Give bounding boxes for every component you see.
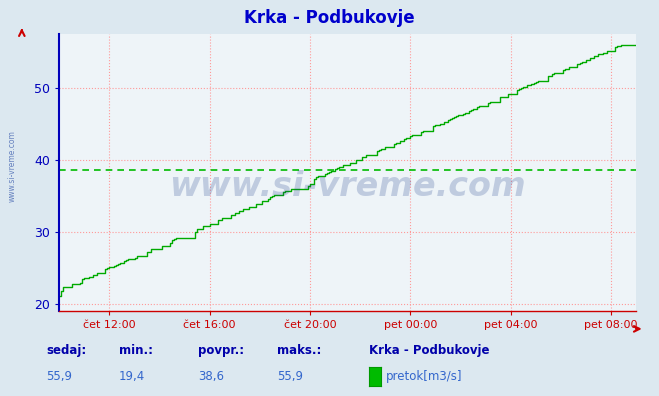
Text: min.:: min.: (119, 344, 153, 357)
Text: 55,9: 55,9 (277, 371, 302, 383)
Text: www.si-vreme.com: www.si-vreme.com (169, 169, 526, 203)
Text: 55,9: 55,9 (46, 371, 72, 383)
Text: www.si-vreme.com: www.si-vreme.com (8, 130, 17, 202)
Text: sedaj:: sedaj: (46, 344, 86, 357)
Text: 19,4: 19,4 (119, 371, 145, 383)
Text: maks.:: maks.: (277, 344, 321, 357)
Text: 38,6: 38,6 (198, 371, 223, 383)
Text: povpr.:: povpr.: (198, 344, 244, 357)
Text: pretok[m3/s]: pretok[m3/s] (386, 371, 462, 383)
Text: Krka - Podbukovje: Krka - Podbukovje (244, 9, 415, 27)
Text: Krka - Podbukovje: Krka - Podbukovje (369, 344, 490, 357)
